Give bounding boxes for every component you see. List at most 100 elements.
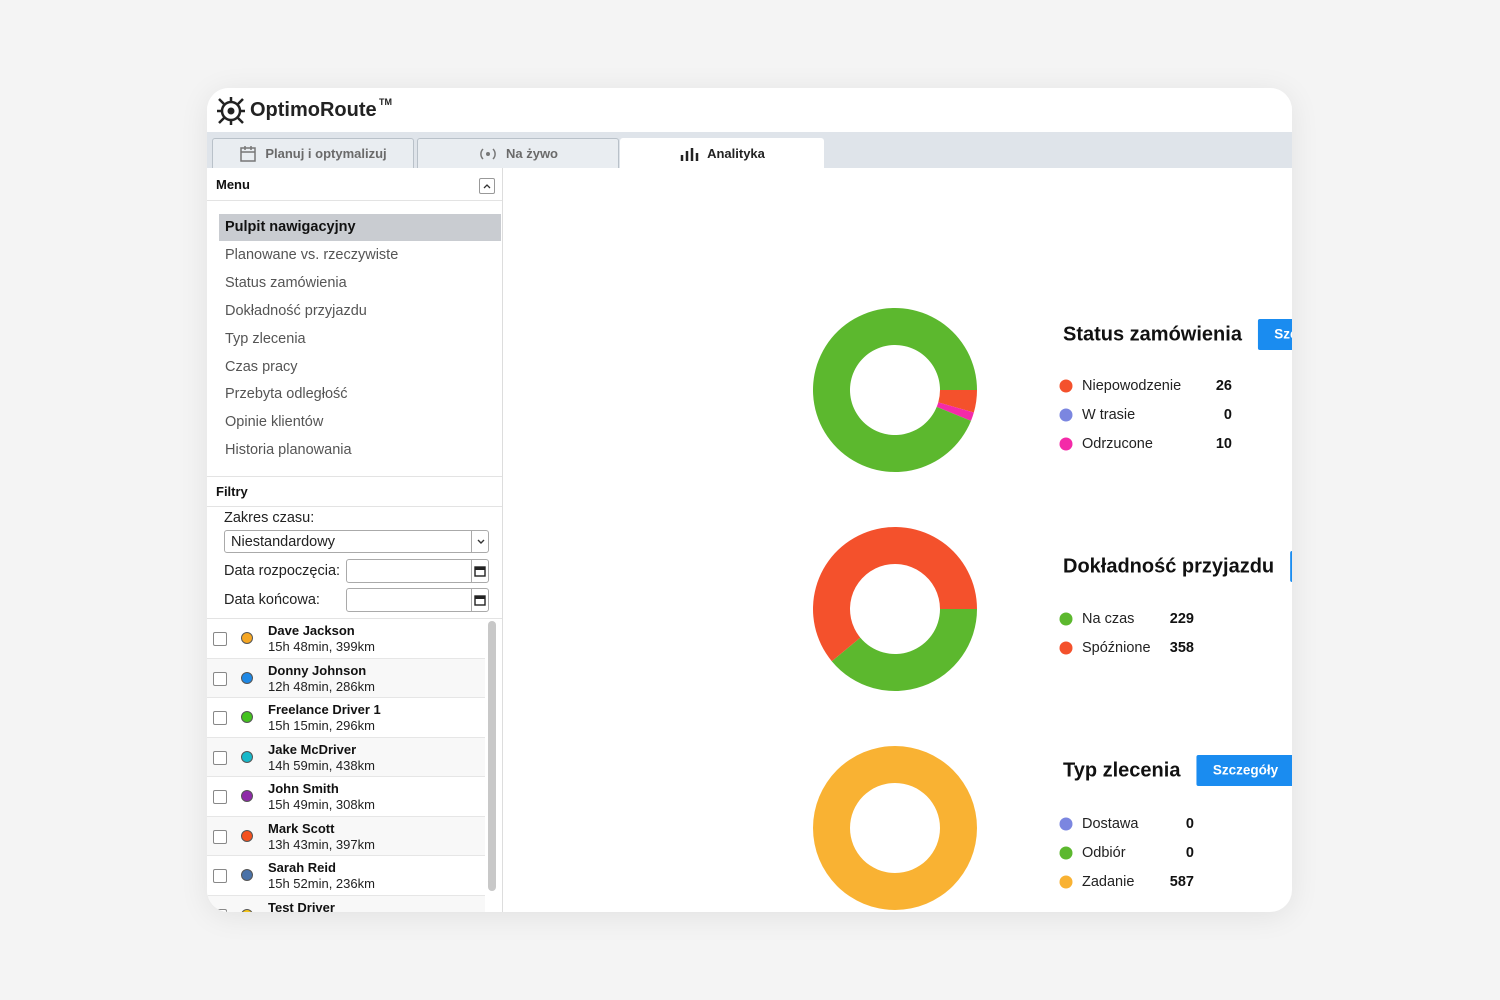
legend-dot — [1059, 437, 1073, 451]
driver-color — [241, 869, 253, 881]
end-date-label: Data końcowa: — [224, 592, 320, 608]
logo-icon — [217, 97, 245, 125]
sidebar: Menu Filtry Zakres czasu: Niestandardowy… — [207, 168, 503, 912]
driver-stats: 15h 48min, 399km — [268, 639, 375, 654]
tab-icon — [680, 147, 699, 161]
legend-label: Na czas — [1082, 611, 1134, 627]
donut-chart — [813, 746, 977, 910]
chart-title: Dokładność przyjazdu — [1063, 555, 1274, 577]
details-button[interactable]: Szczegóły — [1257, 319, 1292, 350]
donut-segment — [813, 308, 977, 472]
driver-color — [241, 671, 253, 684]
legend-dot — [1059, 817, 1073, 831]
tab-label: Planuj i optymalizuj — [265, 146, 387, 161]
driver-row[interactable]: Sarah Reid 15h 52min, 236km — [207, 856, 485, 896]
driver-color — [241, 908, 253, 912]
driver-color — [241, 750, 253, 763]
checkbox[interactable] — [213, 908, 227, 912]
driver-stats: 12h 48min, 286km — [268, 678, 375, 694]
driver-name: Freelance Driver 1 — [268, 702, 381, 717]
driver-color — [241, 711, 253, 723]
driver-color — [241, 790, 253, 802]
driver-name: Donny Johnson — [268, 662, 367, 678]
legend-label: Zadanie — [1082, 874, 1134, 890]
driver-name: Test Driver — [268, 899, 335, 913]
tab-label: Na żywo — [505, 146, 558, 161]
driver-row[interactable]: Dave Jackson 15h 48min, 399km — [207, 619, 485, 659]
menu-item[interactable]: Planowane vs. rzeczywiste — [225, 246, 399, 263]
tab[interactable]: Analityka — [620, 138, 824, 168]
legend-label: Odrzucone — [1082, 436, 1153, 452]
tab[interactable]: Na żywo — [417, 138, 619, 168]
time-range-select[interactable]: Niestandardowy — [224, 530, 489, 553]
select-value: Niestandardowy — [231, 534, 335, 550]
collapse-button[interactable] — [479, 178, 495, 194]
checkbox[interactable] — [213, 750, 227, 765]
driver-row[interactable]: Mark Scott 13h 43min, 397km — [207, 816, 485, 856]
donut-segment — [813, 527, 977, 662]
tab-label: Analityka — [707, 146, 765, 161]
menu-title: Menu — [216, 177, 250, 192]
driver-stats: 15h 49min, 308km — [268, 797, 375, 812]
checkbox[interactable] — [213, 711, 227, 725]
logo-text: OptimoRoute — [250, 99, 377, 121]
scrollbar[interactable] — [488, 621, 496, 891]
legend-value: 0 — [1186, 816, 1194, 832]
checkbox[interactable] — [213, 790, 227, 804]
legend-value: 26 — [1216, 378, 1232, 394]
start-date-input[interactable] — [346, 559, 489, 583]
driver-name: Mark Scott — [268, 820, 335, 836]
details-button[interactable]: Szczegóły — [1290, 551, 1292, 582]
button-bg — [1257, 319, 1292, 350]
driver-row[interactable]: Jake McDriver 14h 59min, 438km — [207, 737, 485, 777]
legend-dot — [1059, 612, 1073, 626]
menu-item[interactable]: Typ zlecenia — [225, 330, 306, 347]
legend-value: 10 — [1216, 436, 1232, 452]
filters-header: Filtry — [207, 476, 502, 507]
menu-item[interactable]: Dokładność przyjazdu — [225, 302, 367, 319]
chart-title: Status zamówienia — [1063, 323, 1243, 345]
donut-chart — [813, 527, 977, 691]
app-window: OptimoRoute TM Planuj i optymalizuj Na ż… — [207, 88, 1292, 912]
driver-name: Dave Jackson — [268, 623, 355, 638]
time-range-label: Zakres czasu: — [224, 510, 315, 526]
details-button[interactable]: Szczegóły — [1196, 755, 1292, 786]
menu-item[interactable]: Historia planowania — [225, 442, 352, 459]
legend-dot — [1059, 875, 1073, 889]
driver-stats: 14h 59min, 438km — [268, 757, 375, 773]
driver-row[interactable]: Test Driver — [207, 895, 485, 913]
end-date-input[interactable] — [346, 588, 489, 612]
menu-item[interactable]: Czas pracy — [225, 358, 298, 375]
donut-segment — [936, 402, 974, 421]
driver-row[interactable]: Donny Johnson 12h 48min, 286km — [207, 658, 485, 698]
checkbox[interactable] — [213, 671, 227, 686]
button-label: Szczegóły — [1213, 763, 1279, 778]
button-bg — [1290, 551, 1292, 582]
legend-value: 358 — [1170, 640, 1194, 656]
button-label: Szczegóły — [1274, 327, 1292, 342]
driver-stats: 15h 15min, 296km — [268, 718, 375, 733]
donut-segment — [813, 746, 977, 910]
checkbox[interactable] — [213, 869, 227, 883]
legend-label: Dostawa — [1082, 816, 1139, 832]
menu-item[interactable]: Status zamówienia — [225, 274, 347, 291]
trademark: TM — [379, 97, 392, 107]
legend-value: 0 — [1224, 407, 1232, 423]
menu-header: Menu — [207, 168, 502, 201]
legend-value: 0 — [1186, 845, 1194, 861]
driver-row[interactable]: Freelance Driver 1 15h 15min, 296km — [207, 698, 485, 738]
menu-item[interactable]: Opinie klientów — [225, 414, 324, 431]
tab[interactable]: Planuj i optymalizuj — [212, 138, 414, 168]
driver-stats: 13h 43min, 397km — [268, 836, 375, 852]
menu-item[interactable]: Przebyta odległość — [225, 386, 348, 403]
button-bg — [1196, 755, 1292, 786]
driver-color — [241, 829, 253, 842]
checkbox[interactable] — [213, 829, 227, 844]
driver-name: Jake McDriver — [268, 741, 357, 757]
menu-item[interactable]: Pulpit nawigacyjny — [219, 214, 501, 241]
legend-dot — [1059, 641, 1073, 655]
driver-name: Sarah Reid — [268, 860, 336, 875]
driver-row[interactable]: John Smith 15h 49min, 308km — [207, 777, 485, 817]
checkbox[interactable] — [213, 632, 227, 646]
